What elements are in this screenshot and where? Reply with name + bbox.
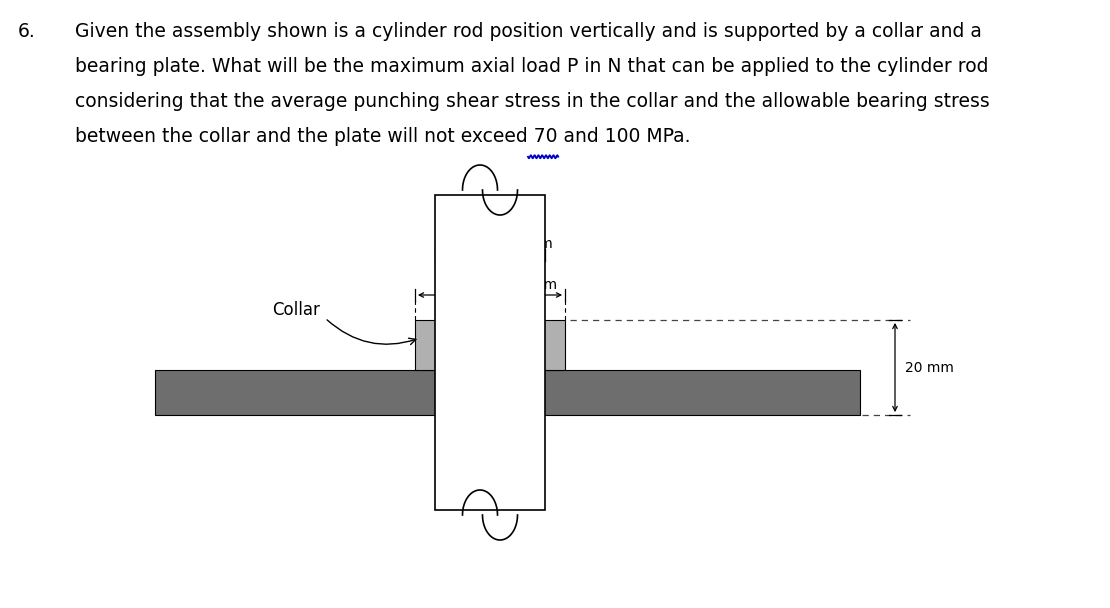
- Text: 120 mm: 120 mm: [495, 278, 557, 292]
- Text: between the collar and the plate will not exceed 70 and 100 MPa.: between the collar and the plate will no…: [75, 127, 690, 146]
- Text: 6.: 6.: [18, 22, 36, 41]
- Text: bearing plate. What will be the maximum axial load P in N that can be applied to: bearing plate. What will be the maximum …: [75, 57, 989, 76]
- Bar: [415, 320, 565, 370]
- Bar: [155, 370, 860, 415]
- Text: 20 mm: 20 mm: [905, 361, 953, 375]
- Text: Collar: Collar: [272, 301, 320, 319]
- Bar: [435, 195, 545, 510]
- Text: Given the assembly shown is a cylinder rod position vertically and is supported : Given the assembly shown is a cylinder r…: [75, 22, 982, 41]
- Text: considering that the average punching shear stress in the collar and the allowab: considering that the average punching sh…: [75, 92, 990, 111]
- Text: 90 mm: 90 mm: [495, 237, 553, 251]
